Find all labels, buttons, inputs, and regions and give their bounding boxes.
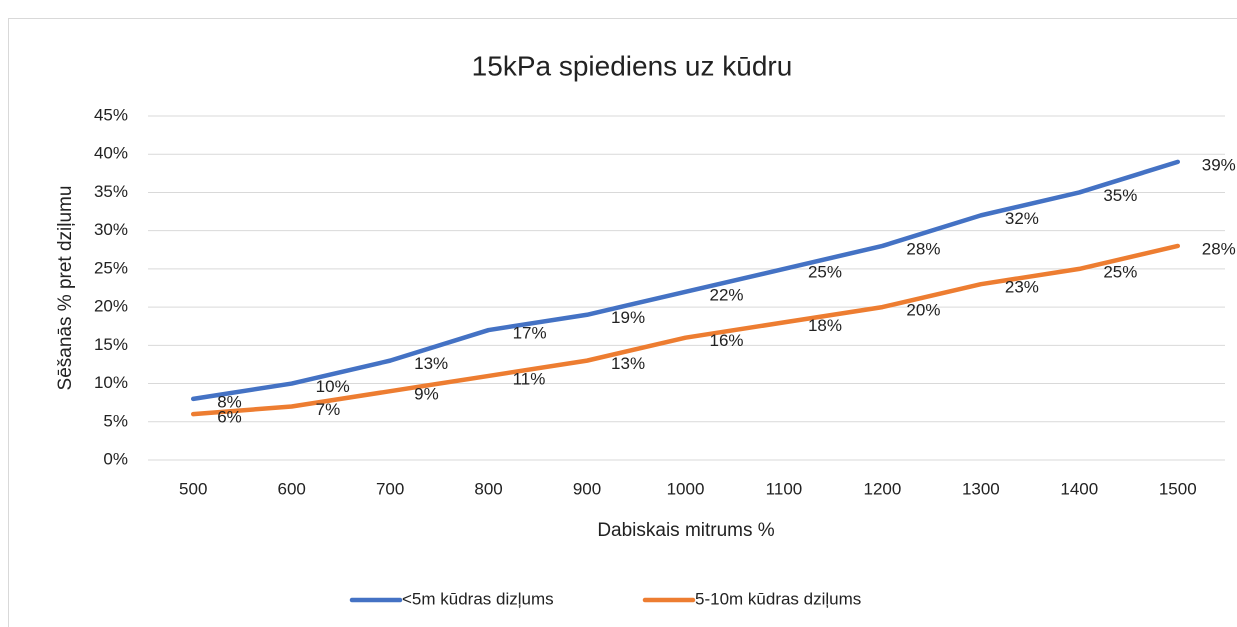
data-label: 25%: [808, 262, 842, 281]
data-label: 39%: [1202, 155, 1236, 174]
x-tick-label: 800: [474, 479, 502, 498]
data-label: 8%: [217, 392, 242, 411]
y-tick-label: 15%: [94, 335, 128, 354]
data-label: 28%: [906, 239, 940, 258]
legend-label: <5m kūdras dizļums: [402, 589, 554, 608]
x-tick-label: 1400: [1060, 479, 1098, 498]
y-tick-label: 30%: [94, 220, 128, 239]
x-tick-label: 600: [277, 479, 305, 498]
data-label: 23%: [1005, 278, 1039, 297]
x-tick-label: 1000: [667, 479, 705, 498]
data-label: 18%: [808, 316, 842, 335]
y-tick-label: 0%: [103, 449, 128, 468]
chart-title: 15kPa spiediens uz kūdru: [472, 50, 793, 81]
x-tick-label: 700: [376, 479, 404, 498]
x-tick-label: 900: [573, 479, 601, 498]
series-line: [190, 243, 1181, 417]
y-tick-label: 35%: [94, 182, 128, 201]
data-label: 32%: [1005, 209, 1039, 228]
data-label: 17%: [513, 324, 547, 343]
legend-label: 5-10m kūdras dziļums: [695, 589, 861, 608]
y-tick-label: 25%: [94, 258, 128, 277]
x-tick-label: 1100: [766, 479, 803, 498]
data-label: 6%: [217, 408, 242, 427]
y-tick-label: 5%: [103, 411, 128, 430]
data-label: 35%: [1103, 186, 1137, 205]
data-label: 9%: [414, 385, 439, 404]
series-line: [190, 159, 1181, 402]
y-tick-label: 40%: [94, 144, 128, 163]
data-label: 22%: [710, 285, 744, 304]
x-tick-label: 500: [179, 479, 207, 498]
y-axis-label: Sēšanās % pret dziļumu: [55, 186, 76, 391]
y-tick-label: 10%: [94, 373, 128, 392]
x-tick-label: 1300: [962, 479, 1000, 498]
data-label: 19%: [611, 308, 645, 327]
x-tick-label: 1500: [1159, 479, 1197, 498]
data-label: 7%: [316, 400, 341, 419]
y-tick-label: 45%: [94, 105, 128, 124]
y-tick-label: 20%: [94, 297, 128, 316]
data-label: 25%: [1103, 262, 1137, 281]
chart-frame: [8, 18, 1237, 627]
data-label: 10%: [316, 377, 350, 396]
data-label: 11%: [513, 369, 546, 388]
data-label: 13%: [611, 354, 645, 373]
x-axis-label: Dabiskais mitrums %: [597, 520, 774, 541]
data-label: 13%: [414, 354, 448, 373]
x-tick-label: 1200: [863, 479, 901, 498]
data-label: 16%: [710, 331, 744, 350]
data-label: 20%: [906, 301, 940, 320]
data-label: 28%: [1202, 239, 1236, 258]
